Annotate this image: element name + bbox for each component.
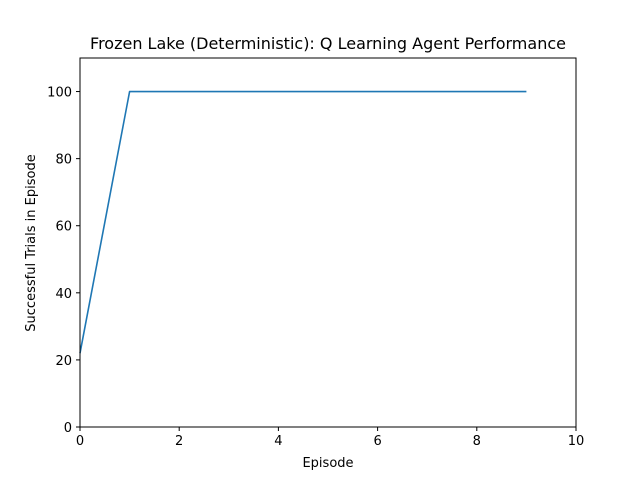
series-line-0 [79,90,527,354]
x-tick-label: 0 [76,434,84,449]
y-axis-label: Successful Trials in Episode [24,154,39,331]
x-tick-label: 8 [473,434,481,449]
x-tick-label: 2 [175,434,183,449]
y-tick-label: 0 [64,421,72,436]
x-tick-label: 6 [373,434,381,449]
x-tick-label: 10 [568,434,585,449]
y-tick-label: 40 [55,287,72,302]
y-tick-label: 80 [55,153,72,168]
y-tick-label: 100 [47,86,72,101]
x-axis-ticks: 0 2 4 6 8 10 [76,427,584,449]
y-axis-ticks: 0 20 40 60 80 100 [47,86,80,436]
chart-title: Frozen Lake (Deterministic): Q Learning … [90,34,566,53]
x-tick-label: 4 [274,434,282,449]
plot-frame [79,57,577,428]
y-tick-label: 60 [55,220,72,235]
y-tick-label: 20 [55,354,72,369]
x-axis-label: Episode [302,456,353,471]
series-layer [79,90,527,354]
